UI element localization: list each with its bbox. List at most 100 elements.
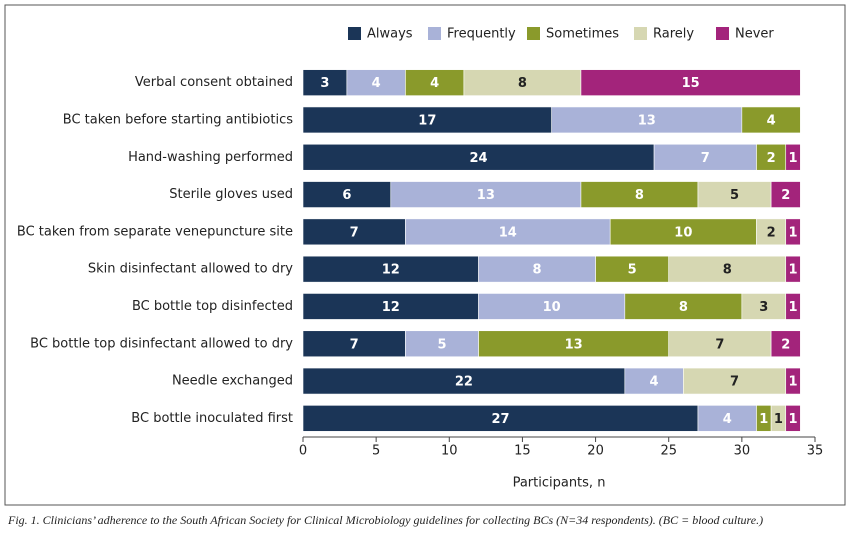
value-label: 1 <box>789 151 798 166</box>
bar-segment <box>756 143 787 171</box>
legend-swatch <box>716 27 729 40</box>
y-tick-label: BC bottle inoculated first <box>131 411 293 426</box>
bar-segment <box>785 367 801 395</box>
bar-segment <box>785 293 801 320</box>
value-label: 27 <box>491 412 509 427</box>
bar-segment <box>756 218 787 246</box>
value-label: 7 <box>350 337 359 352</box>
bar-segment <box>405 218 611 246</box>
bar-segment <box>668 330 772 358</box>
x-tick-label: 10 <box>441 444 458 459</box>
value-label: 1 <box>789 300 798 315</box>
bar-segment <box>405 330 479 358</box>
value-label: 4 <box>372 76 381 91</box>
bar-segment <box>741 106 801 134</box>
bar-segment <box>390 181 582 208</box>
bar-segment <box>785 405 801 432</box>
y-tick-label: BC taken before starting antibiotics <box>63 112 293 127</box>
y-tick-label: BC bottle top disinfected <box>132 299 293 314</box>
value-label: 1 <box>789 225 798 240</box>
value-label: 8 <box>679 300 688 315</box>
bar-segment <box>302 218 406 246</box>
x-tick-label: 0 <box>299 444 307 459</box>
value-label: 2 <box>767 225 776 240</box>
value-label: 4 <box>650 375 659 390</box>
chart-frame <box>4 4 846 506</box>
bar-segment <box>741 293 787 320</box>
value-label: 13 <box>638 113 656 128</box>
bar-segment <box>551 106 743 134</box>
x-tick-label: 30 <box>734 444 751 459</box>
y-tick-label: Needle exchanged <box>172 374 293 389</box>
bar-segment <box>785 218 801 246</box>
value-label: 2 <box>767 151 776 166</box>
value-label: 1 <box>759 412 768 427</box>
bar-segment <box>405 69 465 96</box>
value-label: 5 <box>628 263 637 278</box>
x-tick-label: 35 <box>807 444 824 459</box>
x-tick-label: 5 <box>372 444 380 459</box>
bar-segment <box>302 405 699 432</box>
value-label: 24 <box>469 151 487 166</box>
value-label: 22 <box>455 375 473 390</box>
bar-segment <box>697 181 772 208</box>
bar-segment <box>770 330 801 358</box>
value-label: 8 <box>723 263 732 278</box>
value-label: 7 <box>350 225 359 240</box>
bar-segment <box>302 106 552 134</box>
y-tick-label: Skin disinfectant allowed to dry <box>88 262 293 277</box>
bar-segment <box>580 181 699 208</box>
value-label: 7 <box>701 151 710 166</box>
value-label: 1 <box>789 263 798 278</box>
bar-segment <box>302 255 479 283</box>
value-label: 12 <box>382 263 400 278</box>
caption: Fig. 1. Clinicians’ adherence to the Sou… <box>7 513 763 527</box>
value-label: 13 <box>477 188 495 203</box>
legend-label: Rarely <box>653 27 694 42</box>
value-label: 7 <box>715 337 724 352</box>
bar-segment <box>463 69 582 96</box>
value-label: 5 <box>730 188 739 203</box>
bar-segment <box>478 293 626 320</box>
bar-segment <box>478 330 670 358</box>
value-label: 4 <box>767 113 776 128</box>
value-label: 8 <box>533 263 542 278</box>
bar-segment <box>302 143 655 171</box>
legend-swatch <box>527 27 540 40</box>
x-tick-label: 20 <box>587 444 604 459</box>
value-label: 15 <box>682 76 700 91</box>
value-label: 1 <box>774 412 783 427</box>
value-label: 2 <box>781 337 790 352</box>
value-label: 2 <box>781 188 790 203</box>
legend-swatch <box>428 27 441 40</box>
legend-label: Always <box>367 27 413 42</box>
value-label: 1 <box>789 375 798 390</box>
y-tick-label: BC bottle top disinfectant allowed to dr… <box>30 336 293 351</box>
value-label: 10 <box>674 225 692 240</box>
value-label: 17 <box>418 113 436 128</box>
bar-segment <box>653 143 757 171</box>
x-tick-label: 25 <box>660 444 677 459</box>
bar-segment <box>785 255 801 283</box>
value-label: 14 <box>499 225 517 240</box>
value-label: 3 <box>320 76 329 91</box>
value-label: 4 <box>723 412 732 427</box>
x-tick-label: 15 <box>514 444 531 459</box>
bar-segment <box>302 367 626 395</box>
value-label: 6 <box>342 188 351 203</box>
bar-segment <box>785 143 801 171</box>
x-axis-label: Participants, n <box>513 476 606 491</box>
value-label: 3 <box>759 300 768 315</box>
value-label: 7 <box>730 375 739 390</box>
bar-segment <box>595 255 670 283</box>
value-label: 13 <box>565 337 583 352</box>
bar-segment <box>624 293 743 320</box>
y-tick-label: Sterile gloves used <box>169 187 293 202</box>
value-label: 5 <box>437 337 446 352</box>
y-tick-label: Verbal consent obtained <box>135 75 293 90</box>
value-label: 10 <box>543 300 561 315</box>
bar-segment <box>770 181 801 208</box>
legend-label: Sometimes <box>546 27 619 42</box>
